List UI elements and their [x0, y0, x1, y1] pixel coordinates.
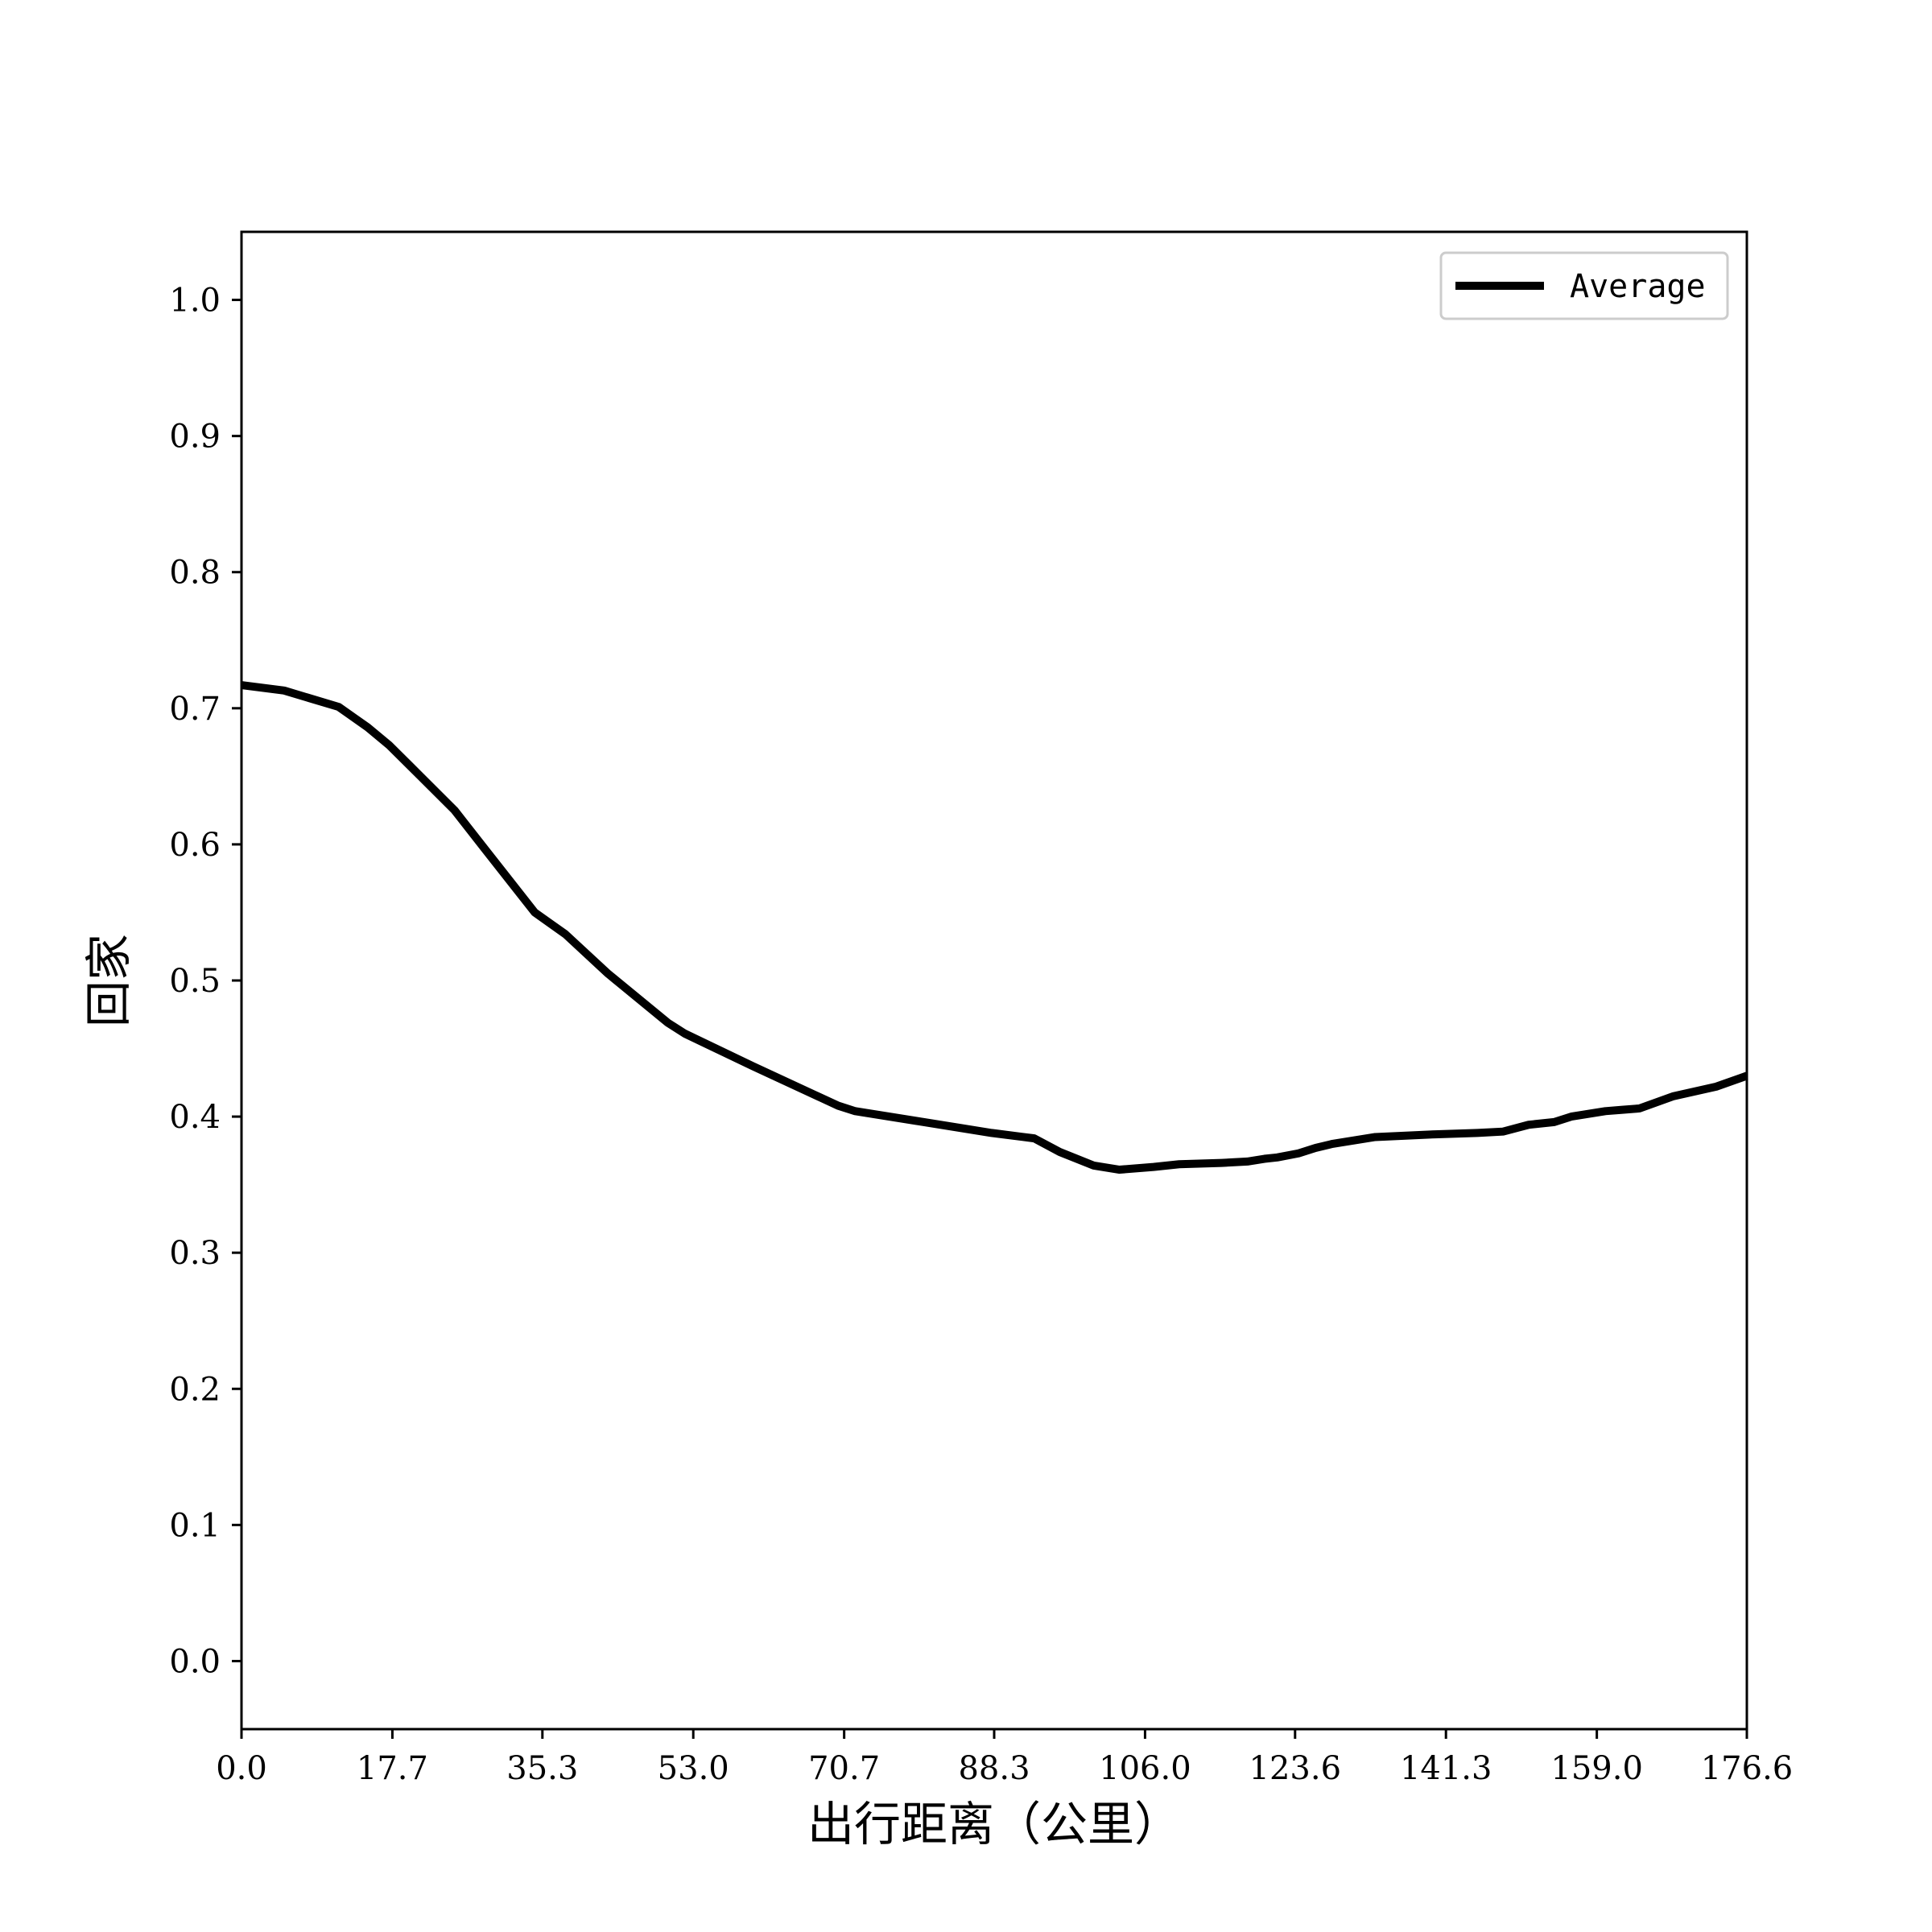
- x-tick-label: 123.6: [1249, 1750, 1342, 1787]
- y-tick-label: 0.0: [169, 1643, 221, 1680]
- x-tick-label: 35.3: [506, 1750, 578, 1787]
- y-tick-label: 0.9: [169, 419, 221, 456]
- plot-frame: [240, 230, 1748, 1731]
- series-layer: [241, 681, 1748, 1174]
- x-axis-label: 出行距离（公里）: [807, 1797, 1181, 1852]
- y-tick-label: 1.0: [169, 283, 221, 320]
- y-axis-ticks: 0.0 0.1 0.2 0.3 0.4 0.5 0.6 0.7 0.8 0.9 1.0: [169, 283, 242, 1680]
- x-axis-ticks: 0.0 17.7 35.3 53.0 70.7 88.3 106.0 123.6 141.3 15…: [216, 1729, 1793, 1787]
- legend-label-average: Average: [1570, 268, 1706, 305]
- series-line-average: [241, 681, 1748, 1174]
- x-tick-label: 70.7: [808, 1750, 880, 1787]
- y-tick-label: 0.6: [169, 827, 221, 864]
- x-tick-label: 141.3: [1400, 1750, 1492, 1787]
- y-tick-label: 0.2: [169, 1371, 221, 1408]
- y-tick-label: 0.4: [169, 1099, 221, 1136]
- x-tick-label: 53.0: [658, 1750, 729, 1787]
- y-tick-label: 0.7: [169, 691, 221, 728]
- x-tick-label: 0.0: [216, 1750, 267, 1787]
- y-tick-label: 0.1: [169, 1507, 221, 1544]
- legend-box: [1439, 251, 1729, 320]
- x-tick-label: 88.3: [958, 1750, 1030, 1787]
- x-tick-label: 159.0: [1550, 1750, 1643, 1787]
- x-tick-label: 17.7: [357, 1750, 428, 1787]
- y-axis-label: 回家: [81, 934, 136, 1027]
- y-tick-label: 0.5: [169, 963, 221, 1000]
- legend: Average: [1439, 251, 1729, 320]
- x-tick-label: 106.0: [1099, 1750, 1191, 1787]
- x-tick-label: 176.6: [1701, 1750, 1794, 1787]
- y-tick-label: 0.8: [169, 555, 221, 592]
- y-tick-label: 0.3: [169, 1235, 221, 1272]
